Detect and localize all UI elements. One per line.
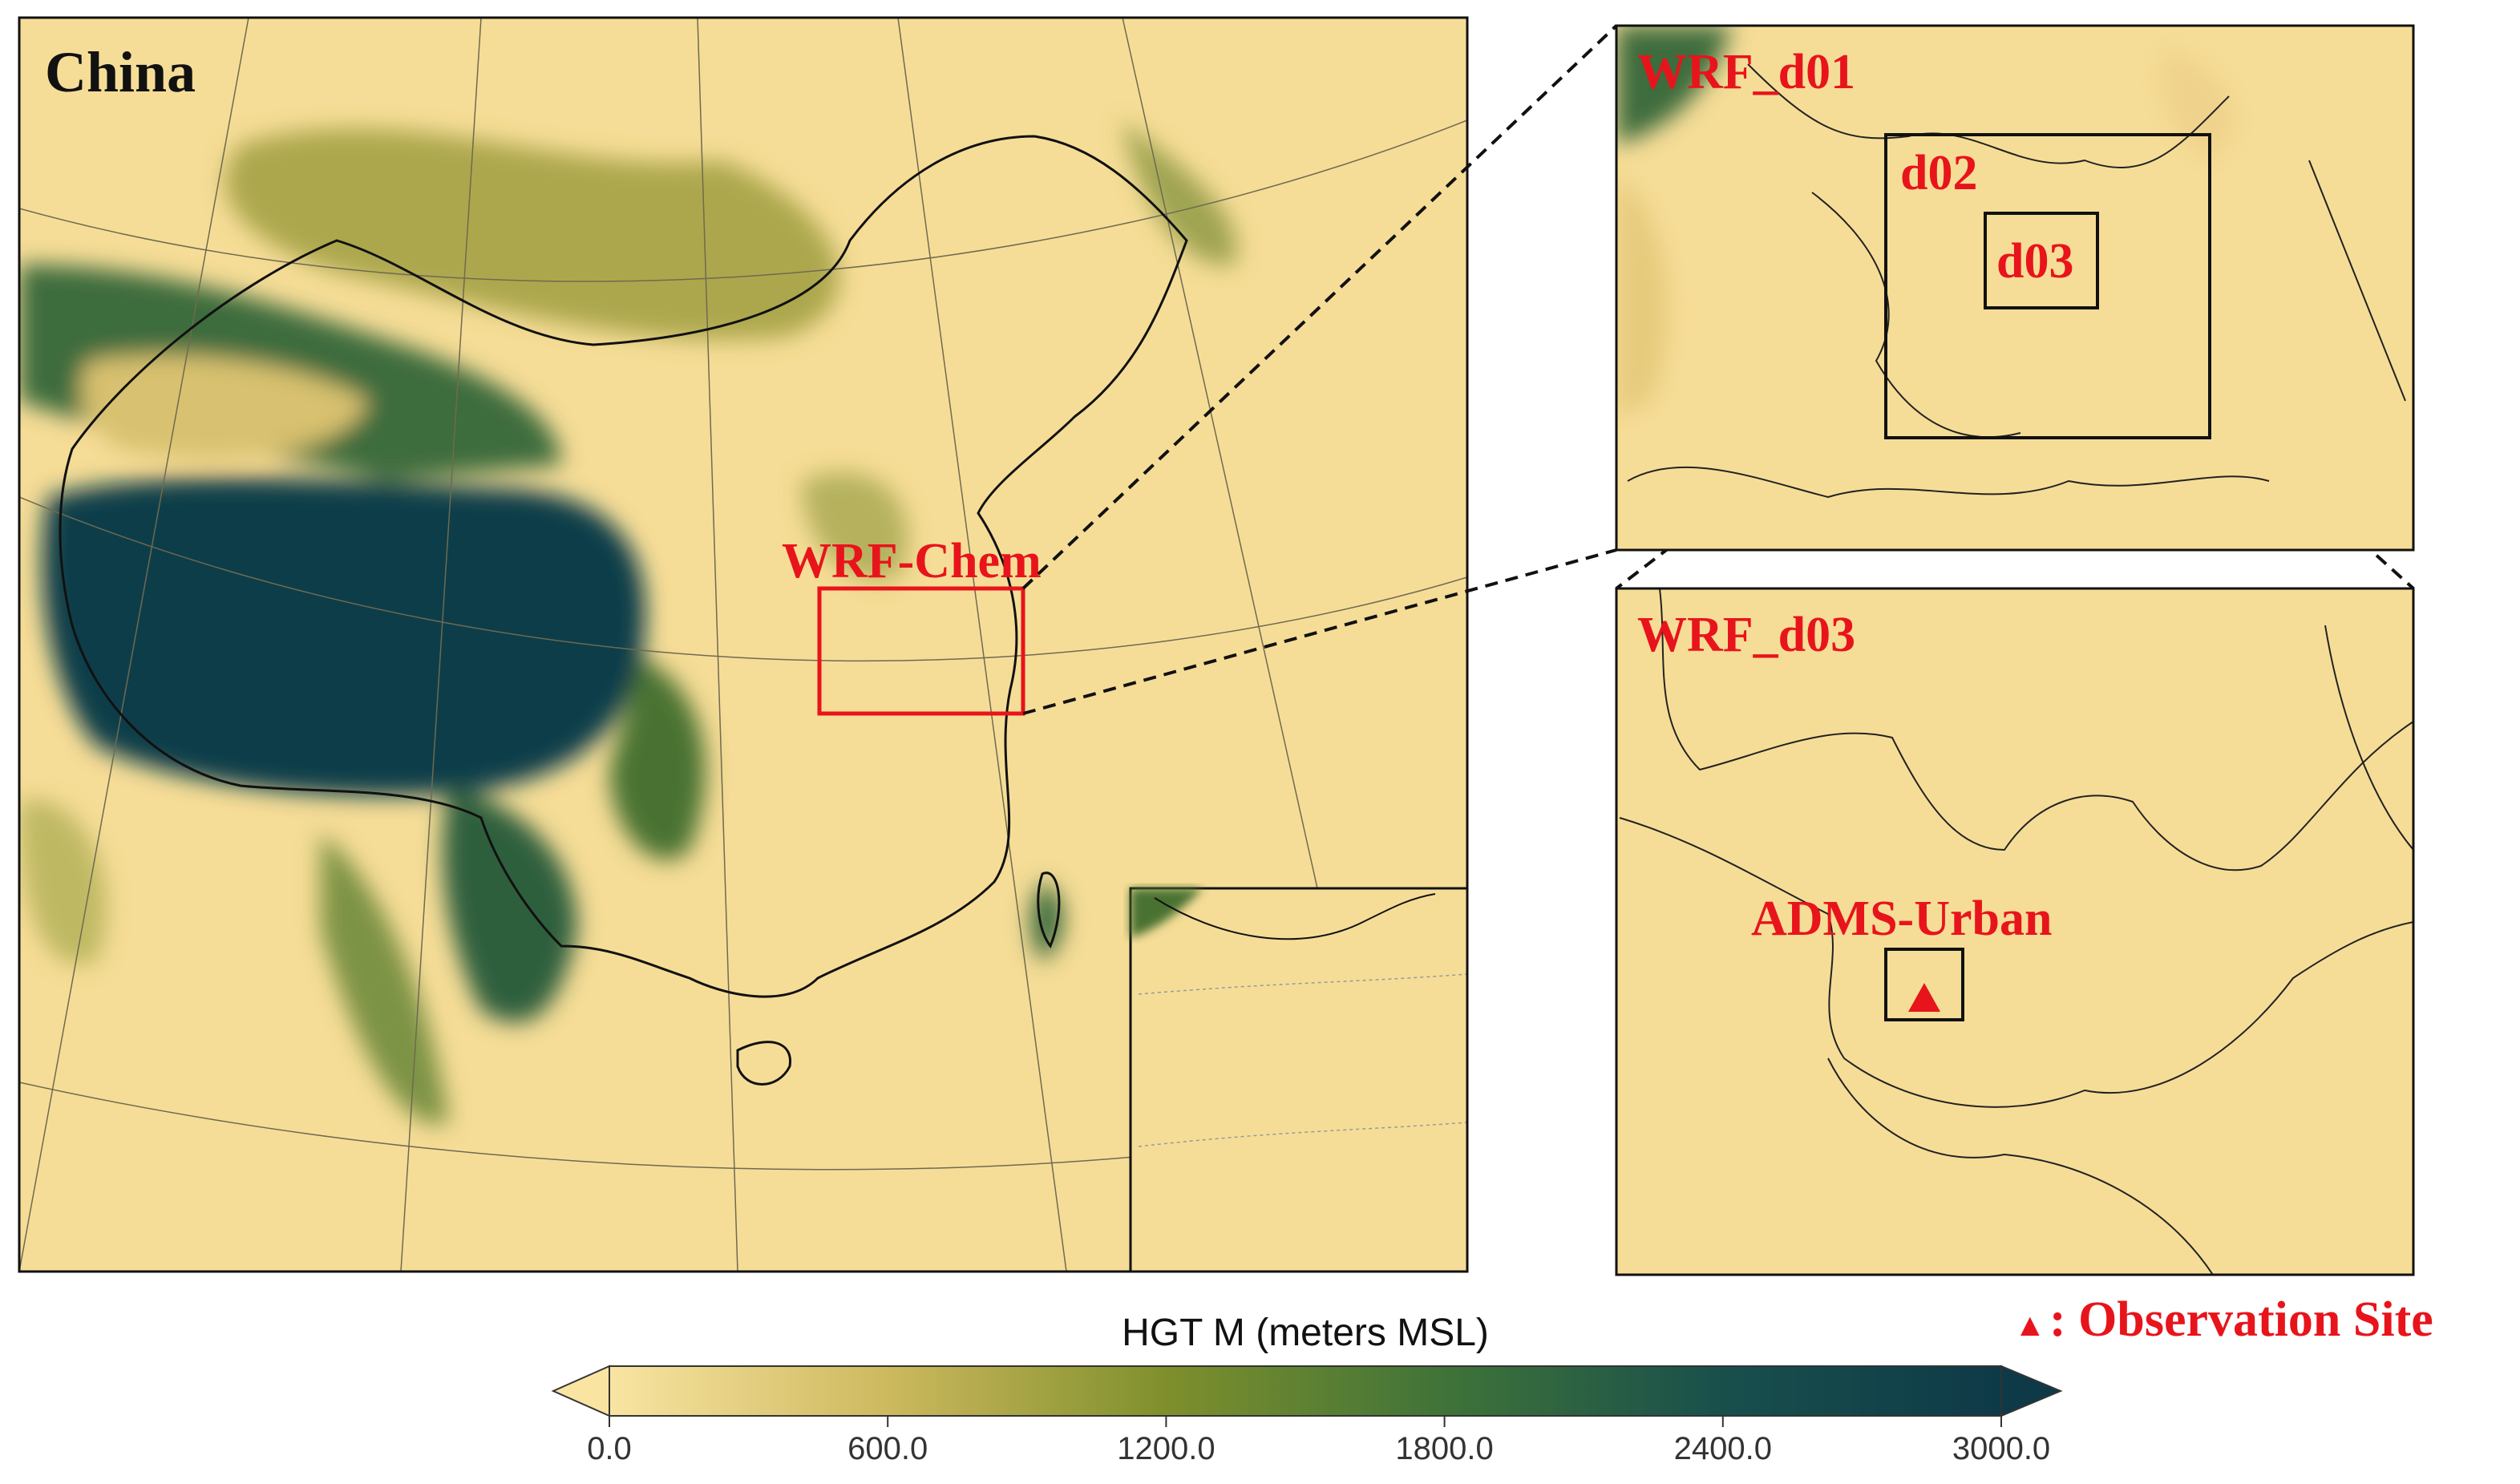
colorbar: HGT M (meters MSL) 0.0 600.0 1200.0 1800.0 2… xyxy=(551,1312,2063,1466)
panel-title: WRF_d01 xyxy=(1637,45,1855,99)
legend-marker: ▲ xyxy=(2014,1307,2046,1343)
map-title: China xyxy=(45,40,196,104)
nest-label: d03 xyxy=(1996,234,2073,289)
tick-label: 2400.0 xyxy=(1674,1431,1772,1466)
wrf-chem-domain xyxy=(817,586,1025,716)
panel-title: WRF_d03 xyxy=(1637,608,1855,662)
extend-high xyxy=(2000,1365,2063,1417)
tick-label: 1200.0 xyxy=(1117,1431,1215,1466)
observation-site xyxy=(1908,983,1940,1012)
tick-label: 1800.0 xyxy=(1395,1431,1493,1466)
graticule xyxy=(19,18,1467,1272)
legend-label: : Observation Site xyxy=(2049,1292,2433,1347)
domain-label: ADMS-Urban xyxy=(1751,892,2052,946)
south-sea-inset xyxy=(1129,887,1467,1272)
colorbar-bar xyxy=(609,1365,2002,1417)
domain-label: WRF-Chem xyxy=(782,534,1042,588)
d01-panel: WRF_d01 d02 d03 xyxy=(1616,26,2413,550)
tick-label: 3000.0 xyxy=(1952,1431,2050,1466)
extend-low xyxy=(551,1365,610,1417)
colorbar-title: HGT M (meters MSL) xyxy=(1122,1312,1489,1354)
d03-panel: WRF_d03 ADMS-Urban xyxy=(1616,588,2413,1275)
nest-label: d02 xyxy=(1900,146,1977,200)
tick-label: 600.0 xyxy=(847,1431,928,1466)
terrain-map: China WRF-Chem xyxy=(19,18,1467,1272)
china-outline xyxy=(59,135,1188,998)
tick-label: 0.0 xyxy=(587,1431,632,1466)
